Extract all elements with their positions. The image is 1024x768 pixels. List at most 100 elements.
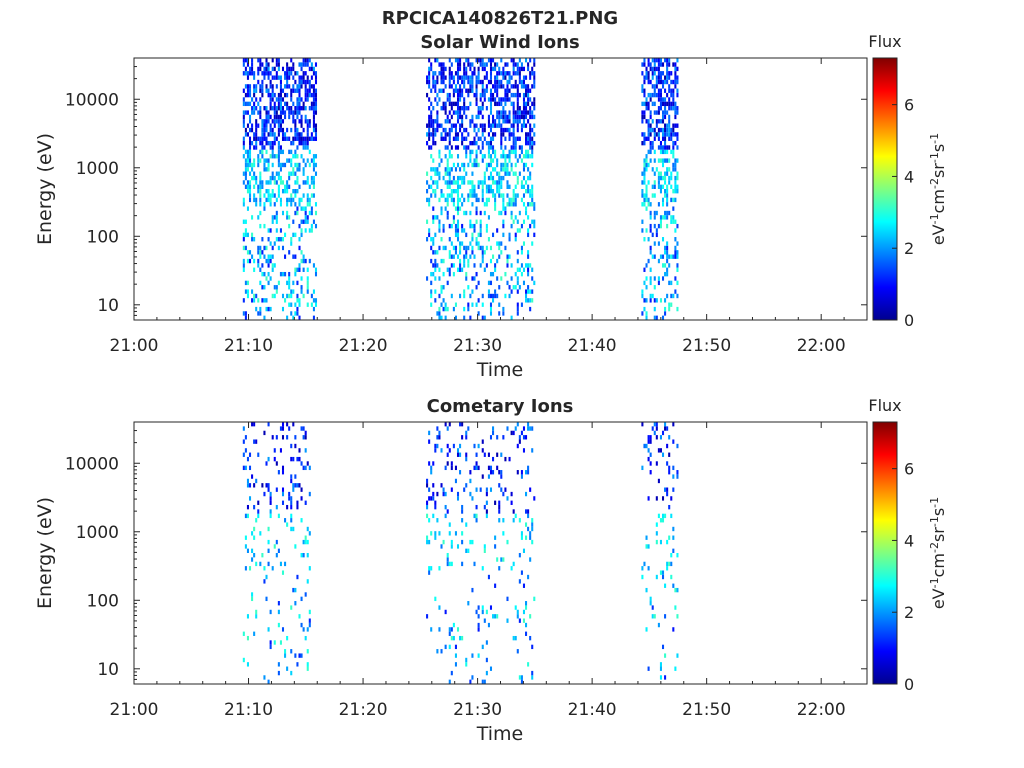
flux-cell (277, 132, 280, 137)
flux-cell (290, 456, 293, 462)
flux-cell (674, 197, 677, 203)
flux-cell (465, 154, 468, 159)
flux-cell (469, 62, 472, 67)
flux-cell (492, 298, 495, 303)
flux-cell (257, 513, 260, 519)
colorbar (872, 57, 898, 321)
flux-cell (467, 145, 470, 150)
flux-cell (244, 171, 247, 176)
flux-cell (432, 106, 435, 111)
flux-cell (450, 539, 453, 545)
flux-cell (529, 614, 532, 619)
flux-cell (294, 544, 297, 549)
flux-cell (259, 254, 262, 259)
flux-cell (506, 97, 509, 102)
flux-cell (475, 140, 478, 146)
flux-cell (506, 154, 509, 159)
flux-cell (465, 483, 468, 488)
flux-cell (306, 75, 309, 80)
flux-cell (302, 627, 305, 632)
flux-cell (496, 180, 499, 185)
flux-cell (465, 254, 468, 259)
flux-cell (304, 206, 307, 211)
flux-cell (471, 140, 474, 146)
flux-cell (471, 496, 474, 501)
flux-cell (475, 487, 478, 492)
flux-cell (265, 114, 268, 120)
figure-title: RPCICA140826T21.PNG (382, 8, 618, 29)
flux-cell (506, 539, 509, 545)
flux-cell (477, 627, 480, 632)
flux-cell (527, 426, 530, 431)
flux-cell (487, 197, 490, 203)
flux-cell (450, 84, 453, 89)
flux-cell (459, 127, 462, 133)
flux-cell (434, 443, 437, 449)
flux-cell (436, 171, 439, 176)
flux-cell (286, 666, 289, 671)
flux-cell (452, 123, 455, 128)
flux-cell (508, 237, 511, 242)
flux-cell (504, 158, 507, 163)
flux-cell (655, 123, 658, 128)
flux-cell (461, 504, 464, 510)
flux-cell (469, 189, 472, 194)
flux-cell (655, 79, 658, 85)
flux-cell (265, 136, 268, 141)
flux-cell (446, 171, 449, 176)
flux-cell (267, 263, 270, 268)
flux-cell (434, 232, 437, 238)
flux-cell (651, 254, 654, 259)
flux-cell (248, 119, 252, 124)
flux-cell (300, 426, 303, 431)
flux-cell (502, 202, 505, 207)
flux-cell (657, 171, 660, 176)
flux-cell (242, 101, 245, 107)
flux-cell (647, 136, 650, 141)
flux-cell (668, 180, 671, 185)
flux-cell (655, 132, 658, 137)
flux-cell (473, 443, 476, 449)
flux-cell (531, 110, 534, 115)
flux-cell (275, 110, 278, 115)
flux-cell (510, 92, 513, 98)
flux-cell (531, 219, 534, 224)
flux-cell (483, 175, 486, 181)
flux-cell (452, 622, 455, 628)
flux-cell (251, 254, 254, 259)
flux-cell (271, 193, 274, 198)
flux-cell (312, 184, 315, 189)
flux-cell (529, 557, 532, 562)
flux-cell (459, 184, 462, 189)
flux-cell (257, 110, 260, 115)
flux-cell (450, 461, 453, 466)
flux-cell (244, 289, 247, 294)
flux-cell (463, 245, 466, 251)
flux-cell (284, 518, 287, 523)
flux-cell (643, 561, 646, 567)
flux-cell (471, 71, 474, 76)
flux-cell (296, 101, 299, 107)
flux-cell (263, 430, 266, 436)
flux-cell (281, 149, 285, 155)
flux-cell (444, 315, 447, 320)
flux-cell (492, 123, 495, 128)
flux-cell (275, 71, 278, 76)
x-axis-label: Time (476, 723, 524, 745)
flux-cell (310, 193, 313, 198)
flux-cell (273, 132, 276, 137)
flux-cell (525, 298, 528, 303)
flux-cell (465, 245, 468, 251)
flux-cell (508, 171, 511, 176)
flux-cell (308, 531, 311, 536)
flux-cell (251, 140, 254, 146)
flux-cell (253, 526, 256, 532)
flux-cell (459, 241, 462, 246)
flux-cell (666, 58, 669, 63)
flux-cell (456, 110, 460, 115)
flux-cell (471, 88, 474, 93)
flux-cell (271, 263, 274, 268)
flux-cell (496, 101, 499, 107)
flux-cell (279, 106, 282, 111)
flux-cell (296, 114, 299, 120)
